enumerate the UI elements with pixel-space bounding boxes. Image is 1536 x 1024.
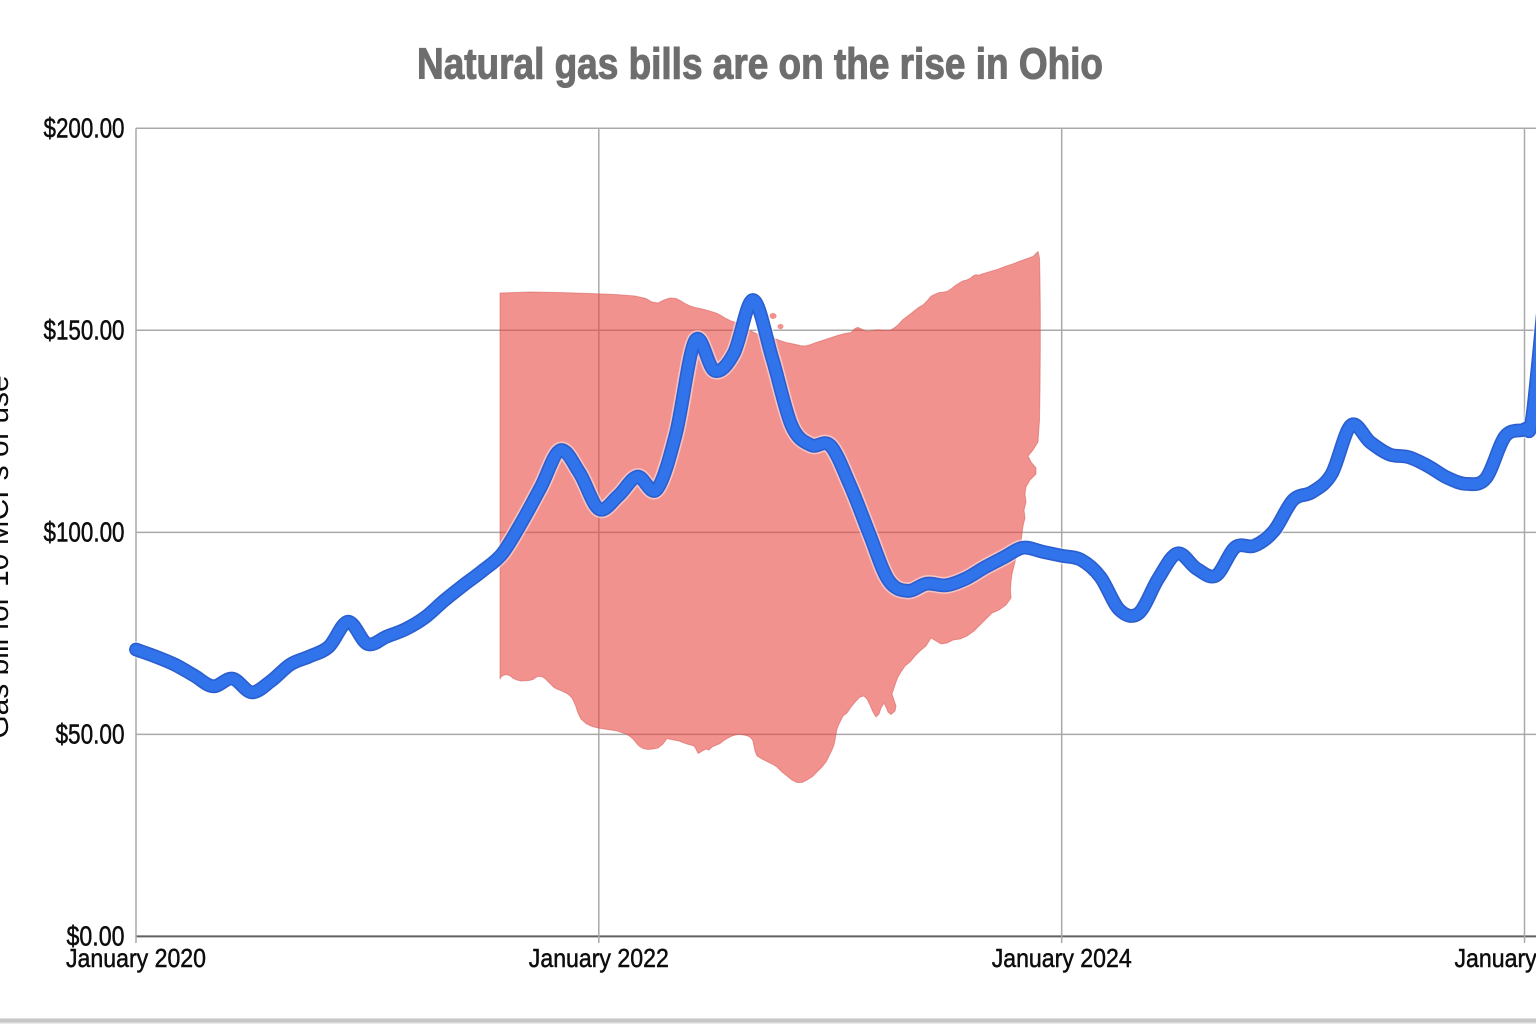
svg-text:$50.00: $50.00 bbox=[56, 718, 125, 749]
svg-text:$200.00: $200.00 bbox=[44, 112, 125, 143]
svg-text:January 2024: January 2024 bbox=[992, 943, 1132, 973]
svg-text:Gas bill for 10 MCFs of use: Gas bill for 10 MCFs of use bbox=[0, 375, 15, 738]
svg-text:$0.00: $0.00 bbox=[67, 920, 125, 951]
svg-text:$150.00: $150.00 bbox=[44, 314, 125, 345]
svg-text:January 2022: January 2022 bbox=[529, 943, 669, 973]
svg-text:January 2026: January 2026 bbox=[1455, 943, 1536, 973]
svg-text:$100.00: $100.00 bbox=[44, 516, 125, 547]
svg-text:January 2020: January 2020 bbox=[66, 943, 206, 973]
svg-text:Natural gas bills are on the r: Natural gas bills are on the rise in Ohi… bbox=[417, 40, 1103, 89]
